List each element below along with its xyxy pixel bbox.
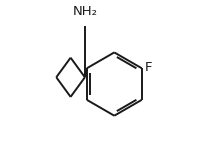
- Text: F: F: [145, 61, 152, 74]
- Text: NH₂: NH₂: [73, 5, 97, 18]
